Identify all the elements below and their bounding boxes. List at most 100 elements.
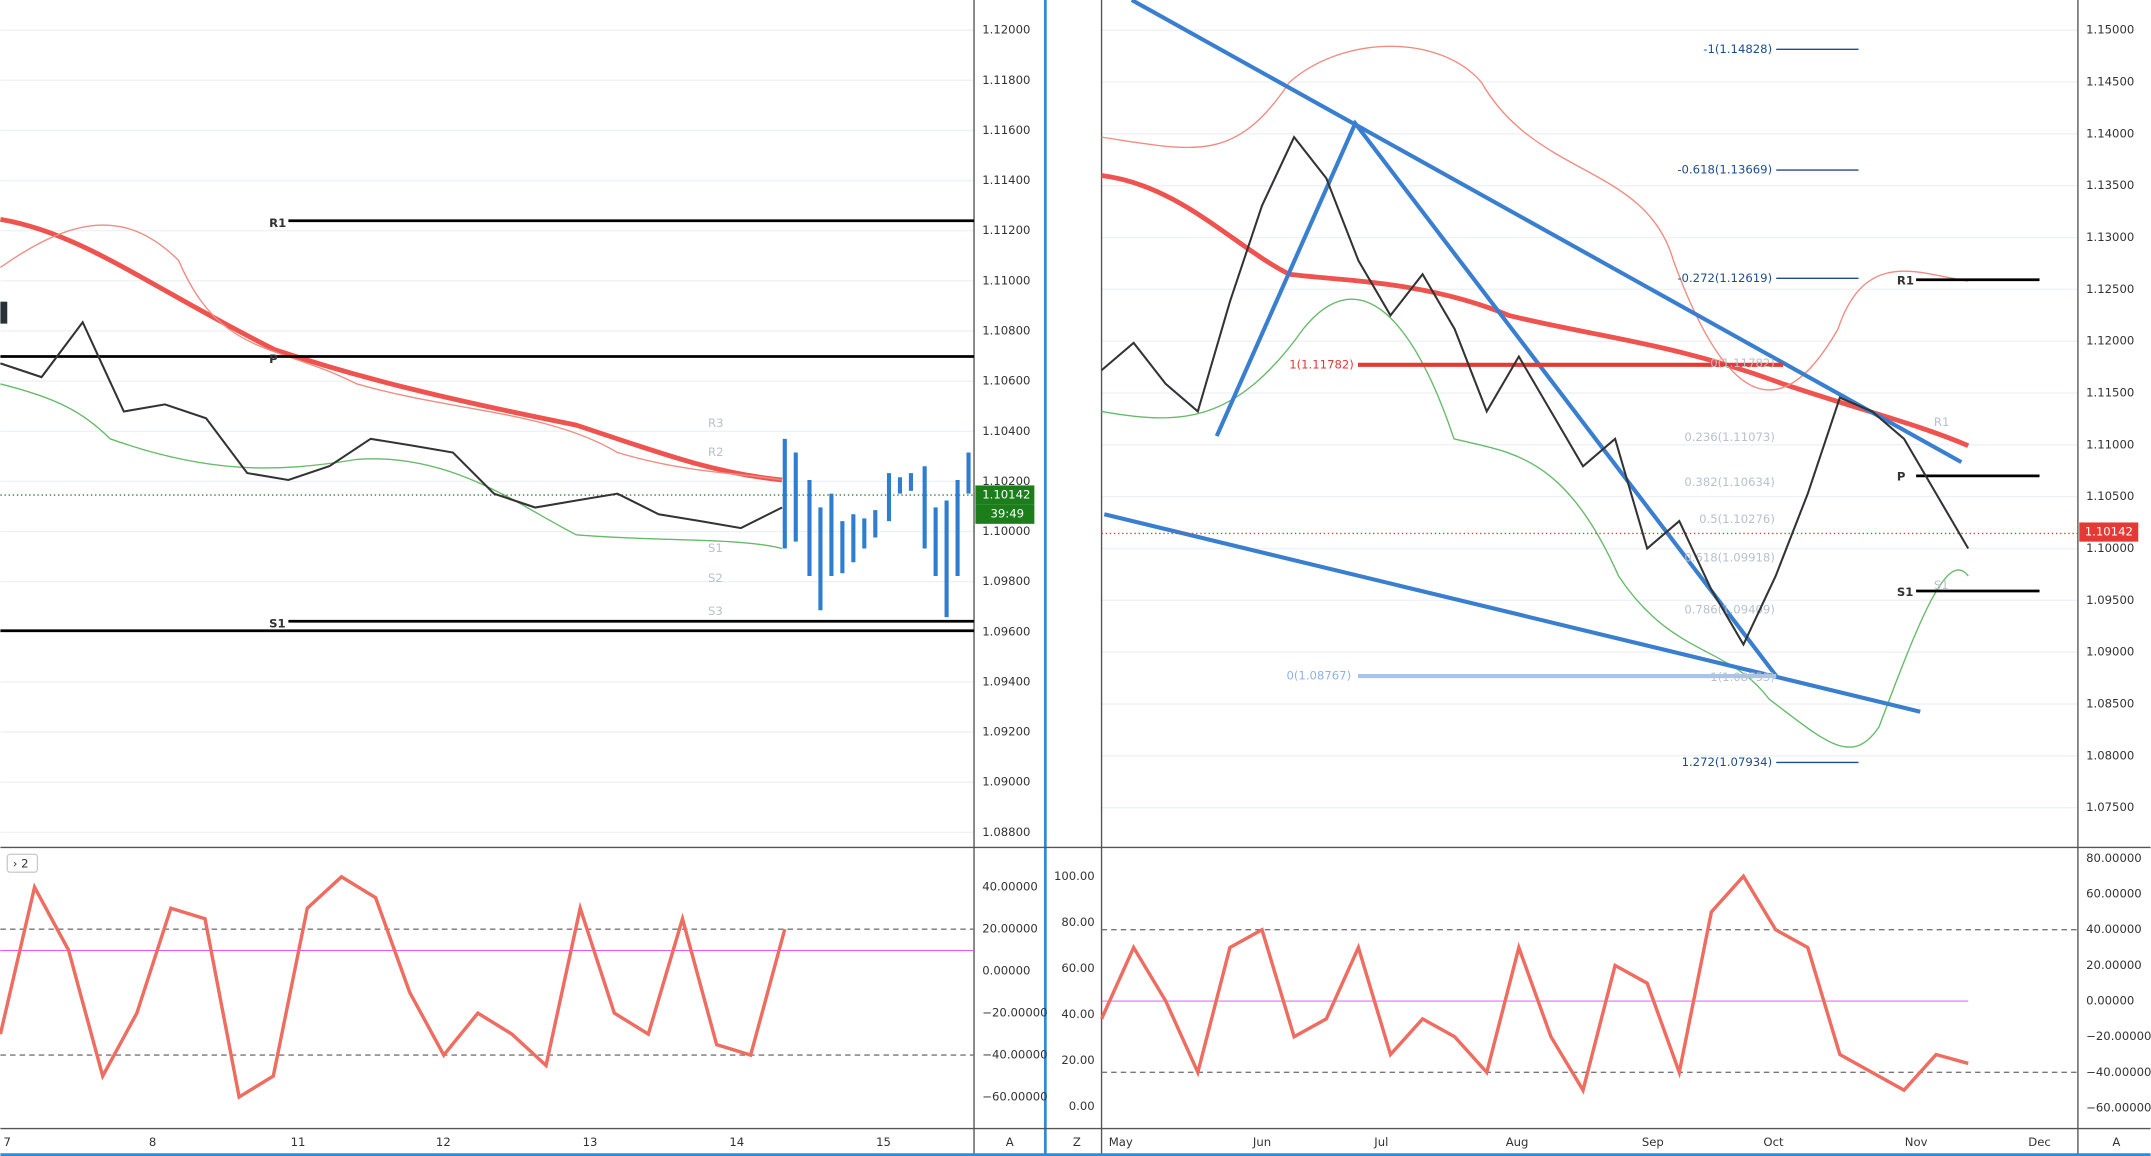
price-tick-label: 1.11400 [982, 173, 1030, 187]
price-tick-label: −40.00000 [982, 1048, 1047, 1062]
price-tick-label: 1.10200 [982, 474, 1030, 488]
trend-line [1130, 0, 1963, 464]
time-axis-label: 14 [729, 1135, 744, 1149]
faded-fib-label: 0.382(1.10634) [1684, 475, 1775, 489]
price-tick-label: 0.00000 [2086, 994, 2134, 1008]
faded-pivot-label: R1 [1934, 415, 1950, 429]
price-tick-label: 1.10500 [2086, 489, 2134, 503]
price-tick-label: 1.10400 [982, 424, 1030, 438]
price-tick-label: 1.11000 [2086, 437, 2134, 451]
price-tick-label: 80.00000 [2086, 851, 2142, 865]
price-tick-label: 1.08000 [2086, 748, 2134, 762]
time-axis-label: Aug [1506, 1135, 1529, 1149]
price-tick-label: −20.00000 [982, 1006, 1047, 1020]
price-tick-label: 1.11000 [982, 273, 1030, 287]
osc-left-tick-label: 100.00 [1054, 869, 1095, 883]
time-axis-label: Sep [1642, 1135, 1664, 1149]
price-tick-label: 1.11500 [2086, 386, 2134, 400]
price-tick-label: 1.08800 [982, 825, 1030, 839]
time-axis-label: Z [1073, 1135, 1081, 1149]
price-tick-label: 1.13500 [2086, 178, 2134, 192]
price-tick-label: 1.09500 [2086, 593, 2134, 607]
osc-left-tick-label: 0.00 [1069, 1099, 1095, 1113]
countdown-text: 39:49 [990, 507, 1024, 521]
upper-band [1101, 45, 1969, 391]
price-tick-label: 1.07500 [2086, 800, 2134, 814]
price-tick-label: 1.11800 [982, 73, 1030, 87]
faded-fib-label: 1(1.08753) [1710, 670, 1775, 684]
osc-left-tick-label: 40.00 [1061, 1007, 1094, 1021]
price-tick-label: −60.00000 [2086, 1101, 2151, 1115]
pivot-label: R1 [1897, 274, 1914, 288]
price-tick-label: 40.00000 [2086, 922, 2142, 936]
series-line [1100, 135, 1970, 647]
upper-band [0, 224, 783, 481]
faded-pivot-label: R3 [708, 416, 724, 430]
time-axis-label: 12 [436, 1135, 451, 1149]
faded-pivot-label: R2 [708, 445, 724, 459]
projection-bars [782, 438, 971, 618]
price-tick-label: 1.12000 [2086, 334, 2134, 348]
price-tick-label: 1.10000 [982, 524, 1030, 538]
faded-fib-label: 0.618(1.09918) [1684, 551, 1775, 565]
time-axis-label: 8 [149, 1135, 156, 1149]
price-tag-text: 1.10142 [2085, 525, 2133, 539]
faded-pivot-label: S3 [708, 604, 723, 618]
price-tick-label: −60.00000 [982, 1090, 1047, 1104]
time-axis-label: 15 [876, 1135, 891, 1149]
time-axis-label: A [1006, 1135, 1014, 1149]
price-tick-label: 1.10600 [982, 374, 1030, 388]
faded-fib-label: 0(1.11782) [1710, 356, 1775, 370]
price-tick-label: 0.00000 [982, 964, 1030, 978]
fib-label: -0.272(1.12619) [1677, 271, 1772, 285]
time-axis-label: A [2112, 1135, 2120, 1149]
price-tick-label: 1.12000 [982, 23, 1030, 37]
time-axis-label: Oct [1763, 1135, 1784, 1149]
osc-left-tick-label: 60.00 [1061, 961, 1094, 975]
marker [0, 301, 8, 324]
fib-label: 1(1.11782) [1289, 357, 1354, 371]
price-tick-label: 1.11200 [982, 223, 1030, 237]
indicator-toggle[interactable] [6, 853, 39, 873]
time-axis-label: Jun [1252, 1135, 1271, 1149]
pattern-line [1214, 119, 1778, 678]
time-axis-label: 11 [291, 1135, 306, 1149]
faded-fib-label: 0.236(1.11073) [1684, 430, 1775, 444]
price-tag [2079, 522, 2139, 542]
fib-label: 0(1.08767) [1286, 669, 1351, 683]
price-tick-label: 1.09800 [982, 574, 1030, 588]
pivot-label: S1 [269, 616, 285, 630]
price-tick-label: 1.11600 [982, 123, 1030, 137]
osc-left-tick-label: 20.00 [1061, 1053, 1094, 1067]
time-axis-label: May [1109, 1135, 1133, 1149]
fib-label: -1(1.14828) [1703, 42, 1772, 56]
time-axis-label: Nov [1905, 1135, 1928, 1149]
price-tick-label: 1.14000 [2086, 126, 2134, 140]
time-axis-label: Jul [1373, 1135, 1388, 1149]
trend-line [1103, 512, 1921, 714]
price-tag [975, 485, 1035, 505]
price-tick-label: 20.00000 [982, 922, 1038, 936]
faded-fib-label: 0.5(1.10276) [1699, 512, 1775, 526]
faded-pivot-label: S2 [708, 571, 723, 585]
faded-pivot-label: S1 [708, 541, 723, 555]
price-tick-label: 1.10800 [982, 323, 1030, 337]
price-tick-label: 1.12500 [2086, 282, 2134, 296]
price-tick-label: 20.00000 [2086, 958, 2142, 972]
series-line [0, 320, 783, 530]
price-tick-label: 1.14500 [2086, 75, 2134, 89]
pivot-label: S1 [1897, 585, 1913, 599]
price-tick-label: 1.09200 [982, 725, 1030, 739]
time-axis-label: 7 [4, 1135, 11, 1149]
indicator-toggle-text[interactable]: › 2 [13, 856, 29, 870]
time-axis-label: 13 [583, 1135, 598, 1149]
osc-left-tick-label: 80.00 [1061, 915, 1094, 929]
price-tick-label: 1.09000 [982, 775, 1030, 789]
price-tick-label: 1.09600 [982, 624, 1030, 638]
pivot-label: P [269, 352, 278, 366]
countdown-tag [975, 504, 1035, 524]
series-line [0, 874, 787, 1100]
price-tick-label: 1.09400 [982, 674, 1030, 688]
